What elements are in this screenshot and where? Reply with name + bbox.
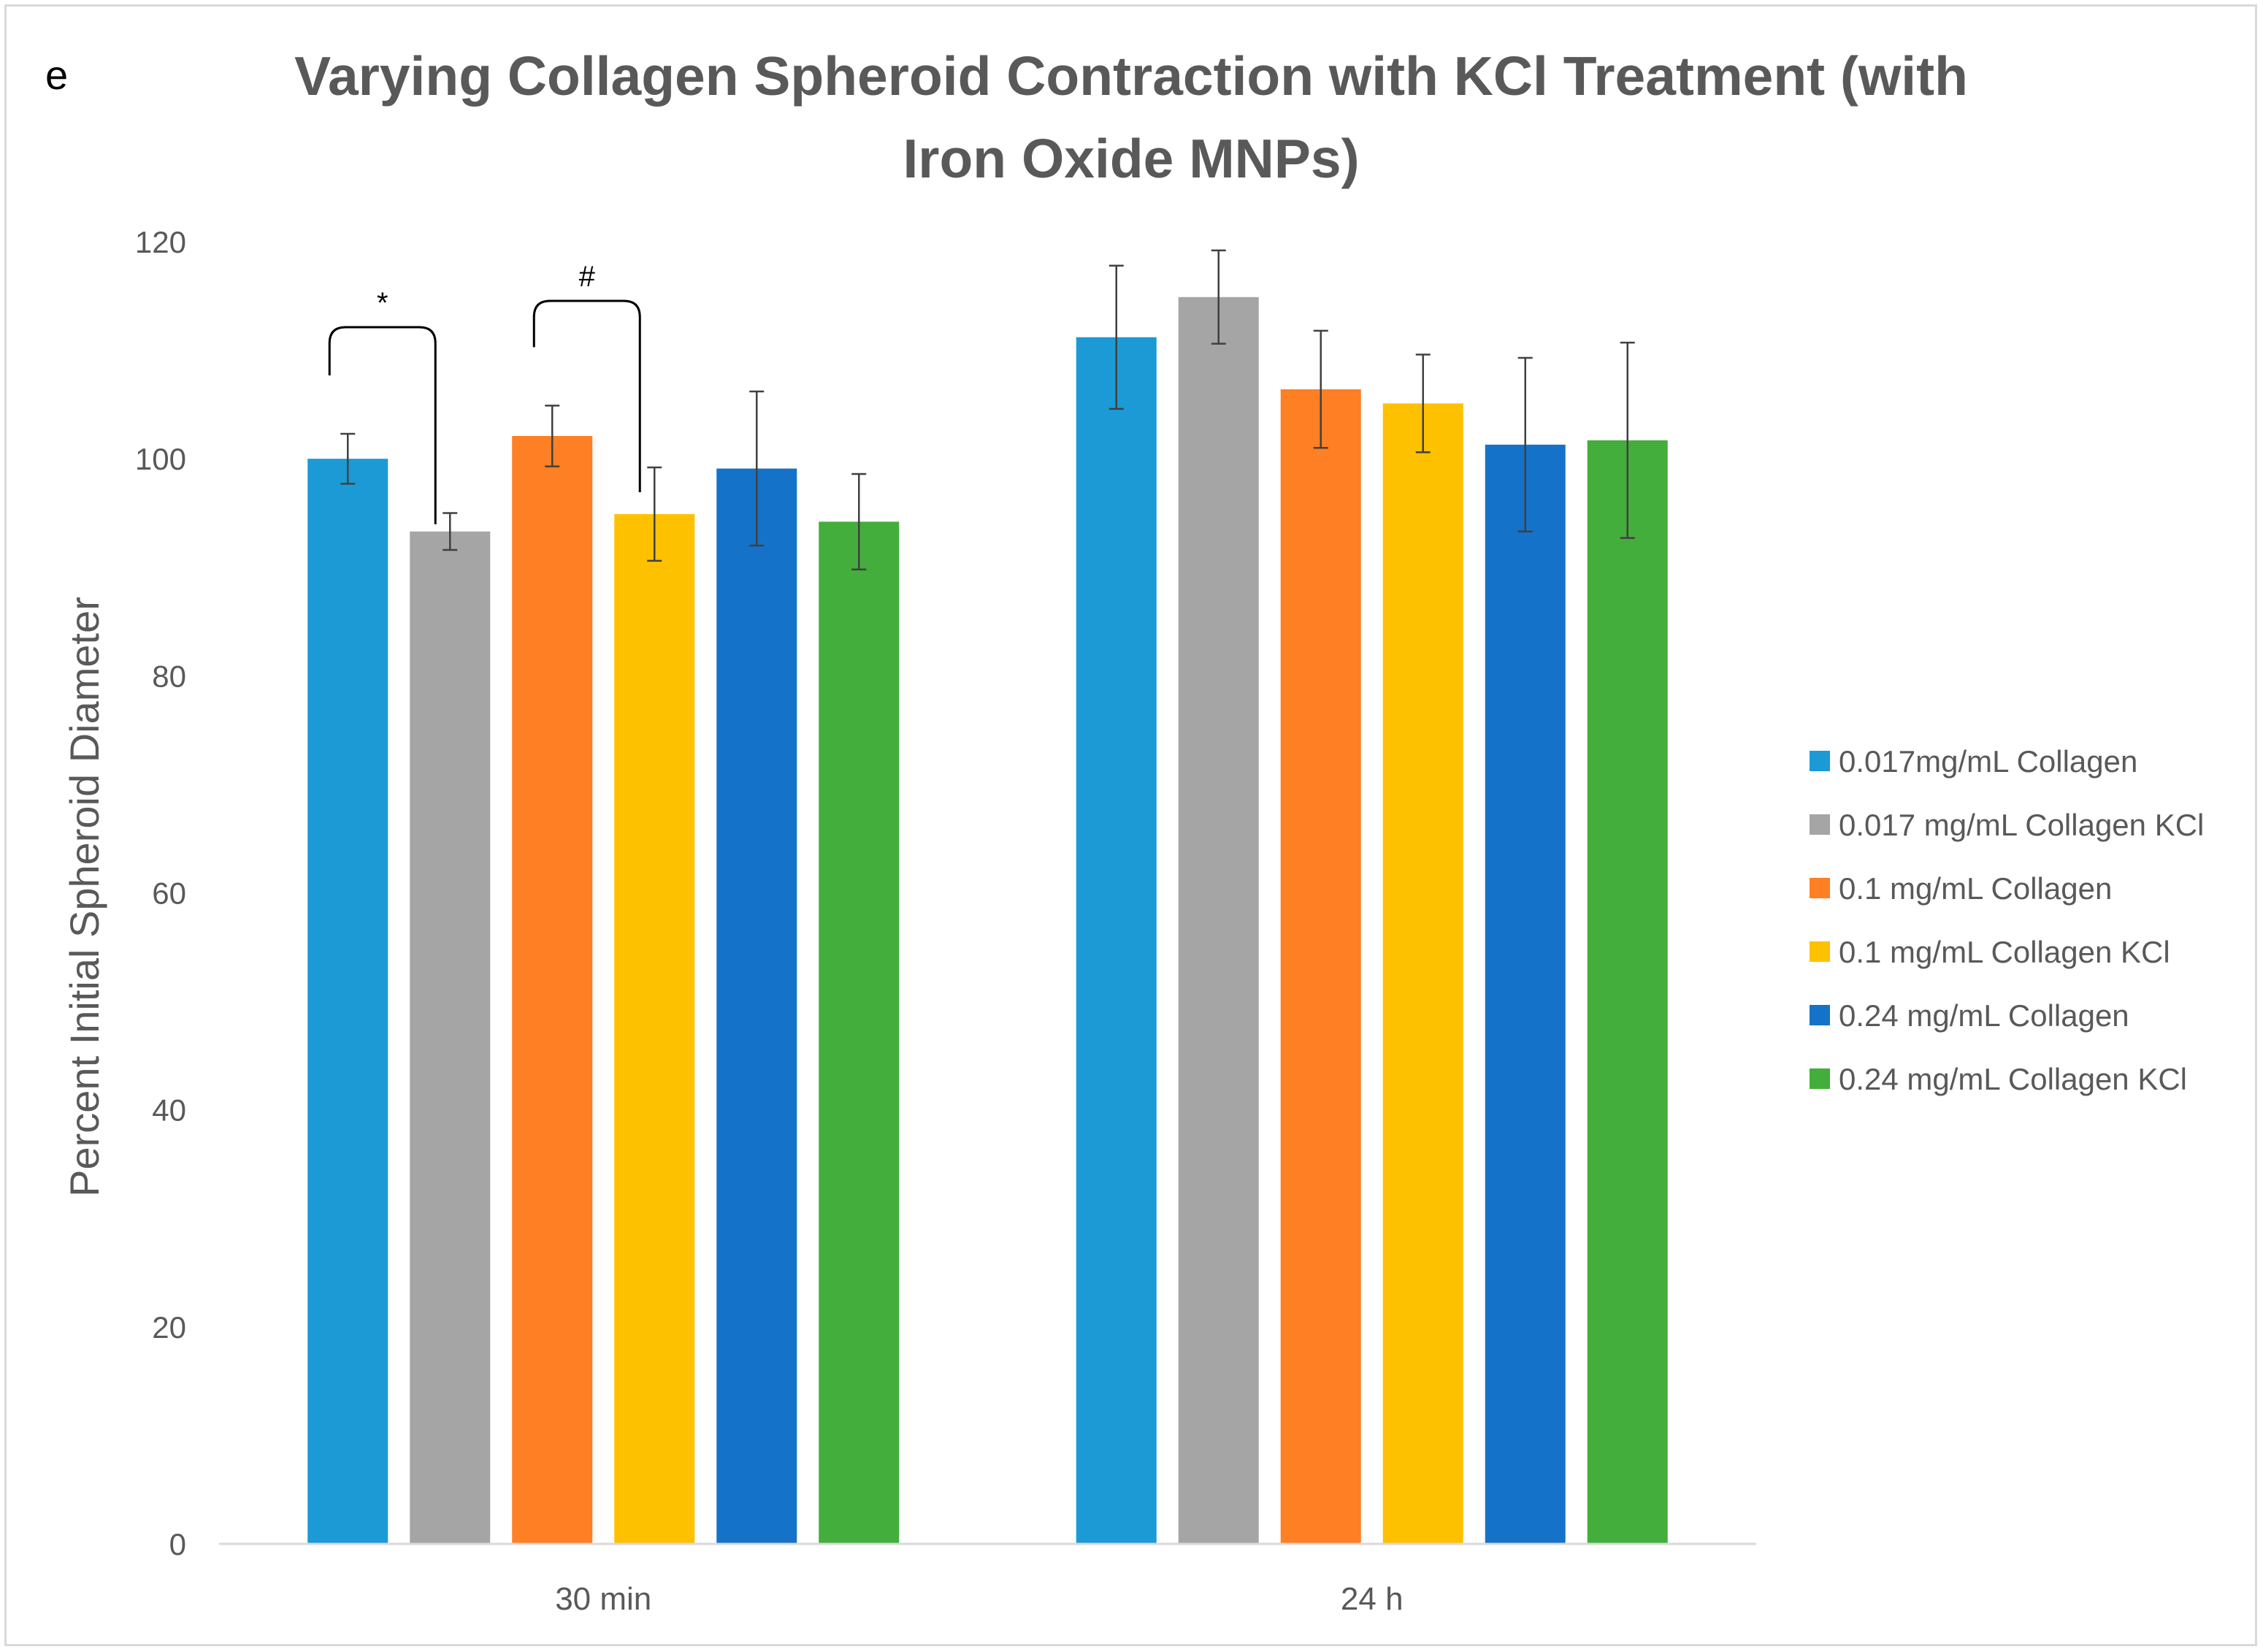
bar: [1280, 389, 1361, 1545]
y-tick-label: 80: [152, 659, 186, 693]
bar: [1382, 403, 1463, 1544]
bar: [512, 435, 593, 1545]
legend-entry-label: 0.017mg/mL Collagen: [1839, 744, 2137, 779]
y-tick-label: 100: [135, 442, 186, 476]
legend-entry-label: 0.017 mg/mL Collagen KCl: [1839, 808, 2204, 842]
y-tick-label: 0: [169, 1527, 186, 1561]
y-tick-label: 40: [152, 1093, 186, 1128]
panel-label: e: [45, 52, 68, 98]
y-tick-label: 20: [152, 1310, 186, 1345]
legend-entry-label: 0.1 mg/mL Collagen KCl: [1839, 935, 2170, 969]
significance-bracket: [328, 326, 437, 524]
bar: [410, 531, 491, 1544]
bar: [307, 459, 388, 1544]
bar: [614, 513, 695, 1545]
bar: [716, 468, 797, 1544]
x-axis-tick-labels: 30 min 24 h: [555, 1581, 1403, 1617]
error-bar-group: [340, 249, 1635, 570]
legend-swatch: [1810, 751, 1830, 771]
significance-bracket: [532, 299, 641, 492]
significance-annotations: *#: [328, 261, 641, 524]
y-axis-ticks: 0 20 40 60 80 100 120: [135, 225, 186, 1561]
bar: [1178, 297, 1259, 1545]
y-tick-label: 60: [152, 876, 186, 911]
legend-entry-label: 0.1 mg/mL Collagen: [1839, 871, 2112, 906]
legend-entry-label: 0.24 mg/mL Collagen: [1839, 998, 2129, 1033]
bar: [1485, 444, 1566, 1544]
y-tick-label: 120: [135, 225, 186, 259]
chart-title-line-2: Iron Oxide MNPs): [903, 128, 1359, 189]
x-tick-label: 30 min: [555, 1581, 651, 1617]
legend-swatch: [1810, 1068, 1830, 1089]
legend-entry-label: 0.24 mg/mL Collagen KCl: [1839, 1062, 2187, 1096]
legend-swatch: [1810, 878, 1830, 898]
legend-swatch: [1810, 941, 1830, 962]
legend-swatch: [1810, 1005, 1830, 1025]
significance-marker: #: [579, 261, 596, 293]
bar: [819, 521, 900, 1544]
legend-swatch: [1810, 814, 1830, 835]
y-axis-label: Percent Initial Spheroid Diameter: [61, 597, 107, 1197]
x-tick-label: 24 h: [1341, 1581, 1404, 1617]
chart-title-line-1: Varying Collagen Spheroid Contraction wi…: [294, 45, 1968, 107]
bar-group: [307, 297, 1668, 1545]
significance-marker: *: [377, 287, 388, 319]
legend: 0.017mg/mL Collagen 0.017 mg/mL Collagen …: [1810, 744, 2204, 1096]
bar: [1076, 337, 1157, 1545]
bar: [1587, 440, 1668, 1544]
